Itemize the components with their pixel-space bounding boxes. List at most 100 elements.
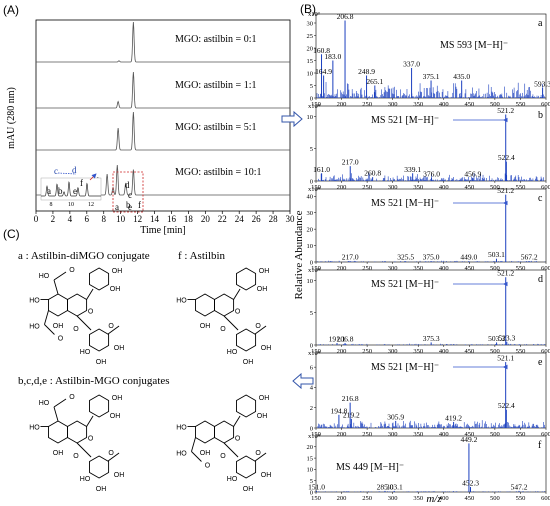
x-tick-label: 18 [184, 214, 194, 224]
zoom-peak-label: c [128, 190, 132, 200]
peak-label: 456.9 [464, 169, 481, 178]
peak-label: 375.0 [423, 253, 440, 262]
ms-annotation: MS 521 [M−H]⁻ [371, 198, 439, 209]
atom-label: OH [243, 486, 254, 493]
peak-label: 435.0 [453, 72, 470, 81]
x-tick-label: 300 [388, 431, 398, 438]
x-tick-label: 24 [235, 214, 245, 224]
x-tick-label: 550 [516, 431, 526, 438]
ring [236, 267, 257, 291]
y-tick-label: 30 [307, 210, 314, 217]
spectrum-tag: f [538, 440, 542, 451]
atom-label: OH [114, 472, 125, 479]
y-tick-label: 10 [307, 467, 314, 474]
y-tick-label: 0 [310, 425, 313, 432]
spectrum-tag: e [538, 357, 543, 368]
peak-label: 522.4 [498, 401, 515, 410]
atom-label: OH [112, 395, 123, 402]
y-tick-label: 30 [307, 20, 314, 27]
spectrum-frame [315, 435, 547, 493]
atom-label: HO [227, 349, 238, 356]
x-tick-label: 28 [269, 214, 279, 224]
ring [214, 293, 235, 317]
peak-label: 265.1 [366, 77, 383, 86]
x-tick-label: 200 [337, 431, 347, 438]
peak-label: 260.8 [364, 169, 381, 178]
x-tick-label: 450 [464, 184, 474, 191]
peak-label: 248.9 [358, 67, 375, 76]
x-tick-label: 200 [337, 265, 347, 272]
spectrum-tag: a [538, 18, 543, 29]
ms-annotation: MS 593 [M−H]⁻ [440, 40, 508, 51]
x-tick-label: 250 [362, 184, 372, 191]
x-tick-label: 20 [201, 214, 211, 224]
bond [254, 325, 267, 335]
peak-label: 217.0 [342, 158, 359, 167]
atom-label: O [108, 323, 114, 330]
x-tick-label: 300 [388, 265, 398, 272]
atom-label: OH [243, 359, 254, 366]
spectrum-tag: d [538, 274, 543, 285]
atom-label: HO [80, 476, 91, 483]
y-tick-label: 15 [307, 455, 314, 462]
x-tick-label: 600 [541, 348, 550, 355]
spectrum-frame [315, 352, 547, 429]
bond [223, 315, 239, 331]
link-arrow-left [292, 372, 314, 390]
bond [53, 271, 67, 281]
bond [191, 437, 196, 452]
peak-label: 523.3 [498, 333, 515, 342]
peak-label: 164.9 [315, 67, 332, 76]
y-tick-label: 0 [310, 259, 313, 266]
atom-label: OH [259, 395, 270, 402]
atom-label: OH [96, 486, 107, 493]
x-tick-label: 16 [167, 214, 177, 224]
chromatogram-trace-labels: MGO: astilbin = 0:1 MGO: astilbin = 1:1 MG… [175, 34, 261, 178]
x-tick-label: 400 [439, 184, 449, 191]
trace-label: MGO: astilbin = 10:1 [175, 167, 261, 178]
atom-label: O [88, 309, 94, 316]
ring [89, 328, 110, 352]
y-tick-label: 15 [307, 58, 314, 65]
bond [223, 442, 239, 458]
spectrum-multiplier: x10⁴ [308, 103, 321, 110]
peak-label: 206.8 [337, 335, 354, 344]
x-tick-label: 150 [311, 348, 321, 355]
atom-label: O [255, 323, 261, 330]
ring [48, 420, 68, 444]
peak-label: 449.2 [460, 435, 477, 444]
x-tick-label: 350 [413, 265, 423, 272]
atom-label: HO [29, 425, 40, 432]
atom-label: HO [227, 476, 238, 483]
y-tick-label: 6 [310, 364, 314, 371]
ring [67, 293, 88, 317]
x-tick-label: 550 [516, 348, 526, 355]
chromatogram-x-label: Time [min] [140, 225, 185, 236]
y-tick-label: 10 [307, 70, 314, 77]
ring [48, 293, 68, 317]
y-tick-label: 0 [310, 489, 313, 496]
y-tick-label: 0 [310, 95, 313, 102]
inset-pointer [57, 172, 77, 175]
x-tick-label: 200 [337, 184, 347, 191]
atom-label: OH [257, 286, 268, 293]
x-tick-label: 400 [439, 101, 449, 108]
peak-label: 503.3 [488, 334, 505, 343]
atom-label: HO [176, 451, 187, 458]
y-tick-label: 20 [307, 45, 314, 52]
inset-red-arrow [89, 173, 97, 181]
inset-peak-label: e [73, 186, 77, 196]
x-tick-label: 450 [464, 431, 474, 438]
inset-trace [41, 181, 101, 197]
chromatogram-inset: a bc d ef 8 10 12 [40, 165, 102, 208]
bond [53, 406, 59, 422]
peak-label: 449.0 [460, 253, 477, 262]
y-tick-label: 5 [310, 478, 313, 485]
bond [76, 442, 92, 458]
atom-label: OH [53, 450, 64, 457]
